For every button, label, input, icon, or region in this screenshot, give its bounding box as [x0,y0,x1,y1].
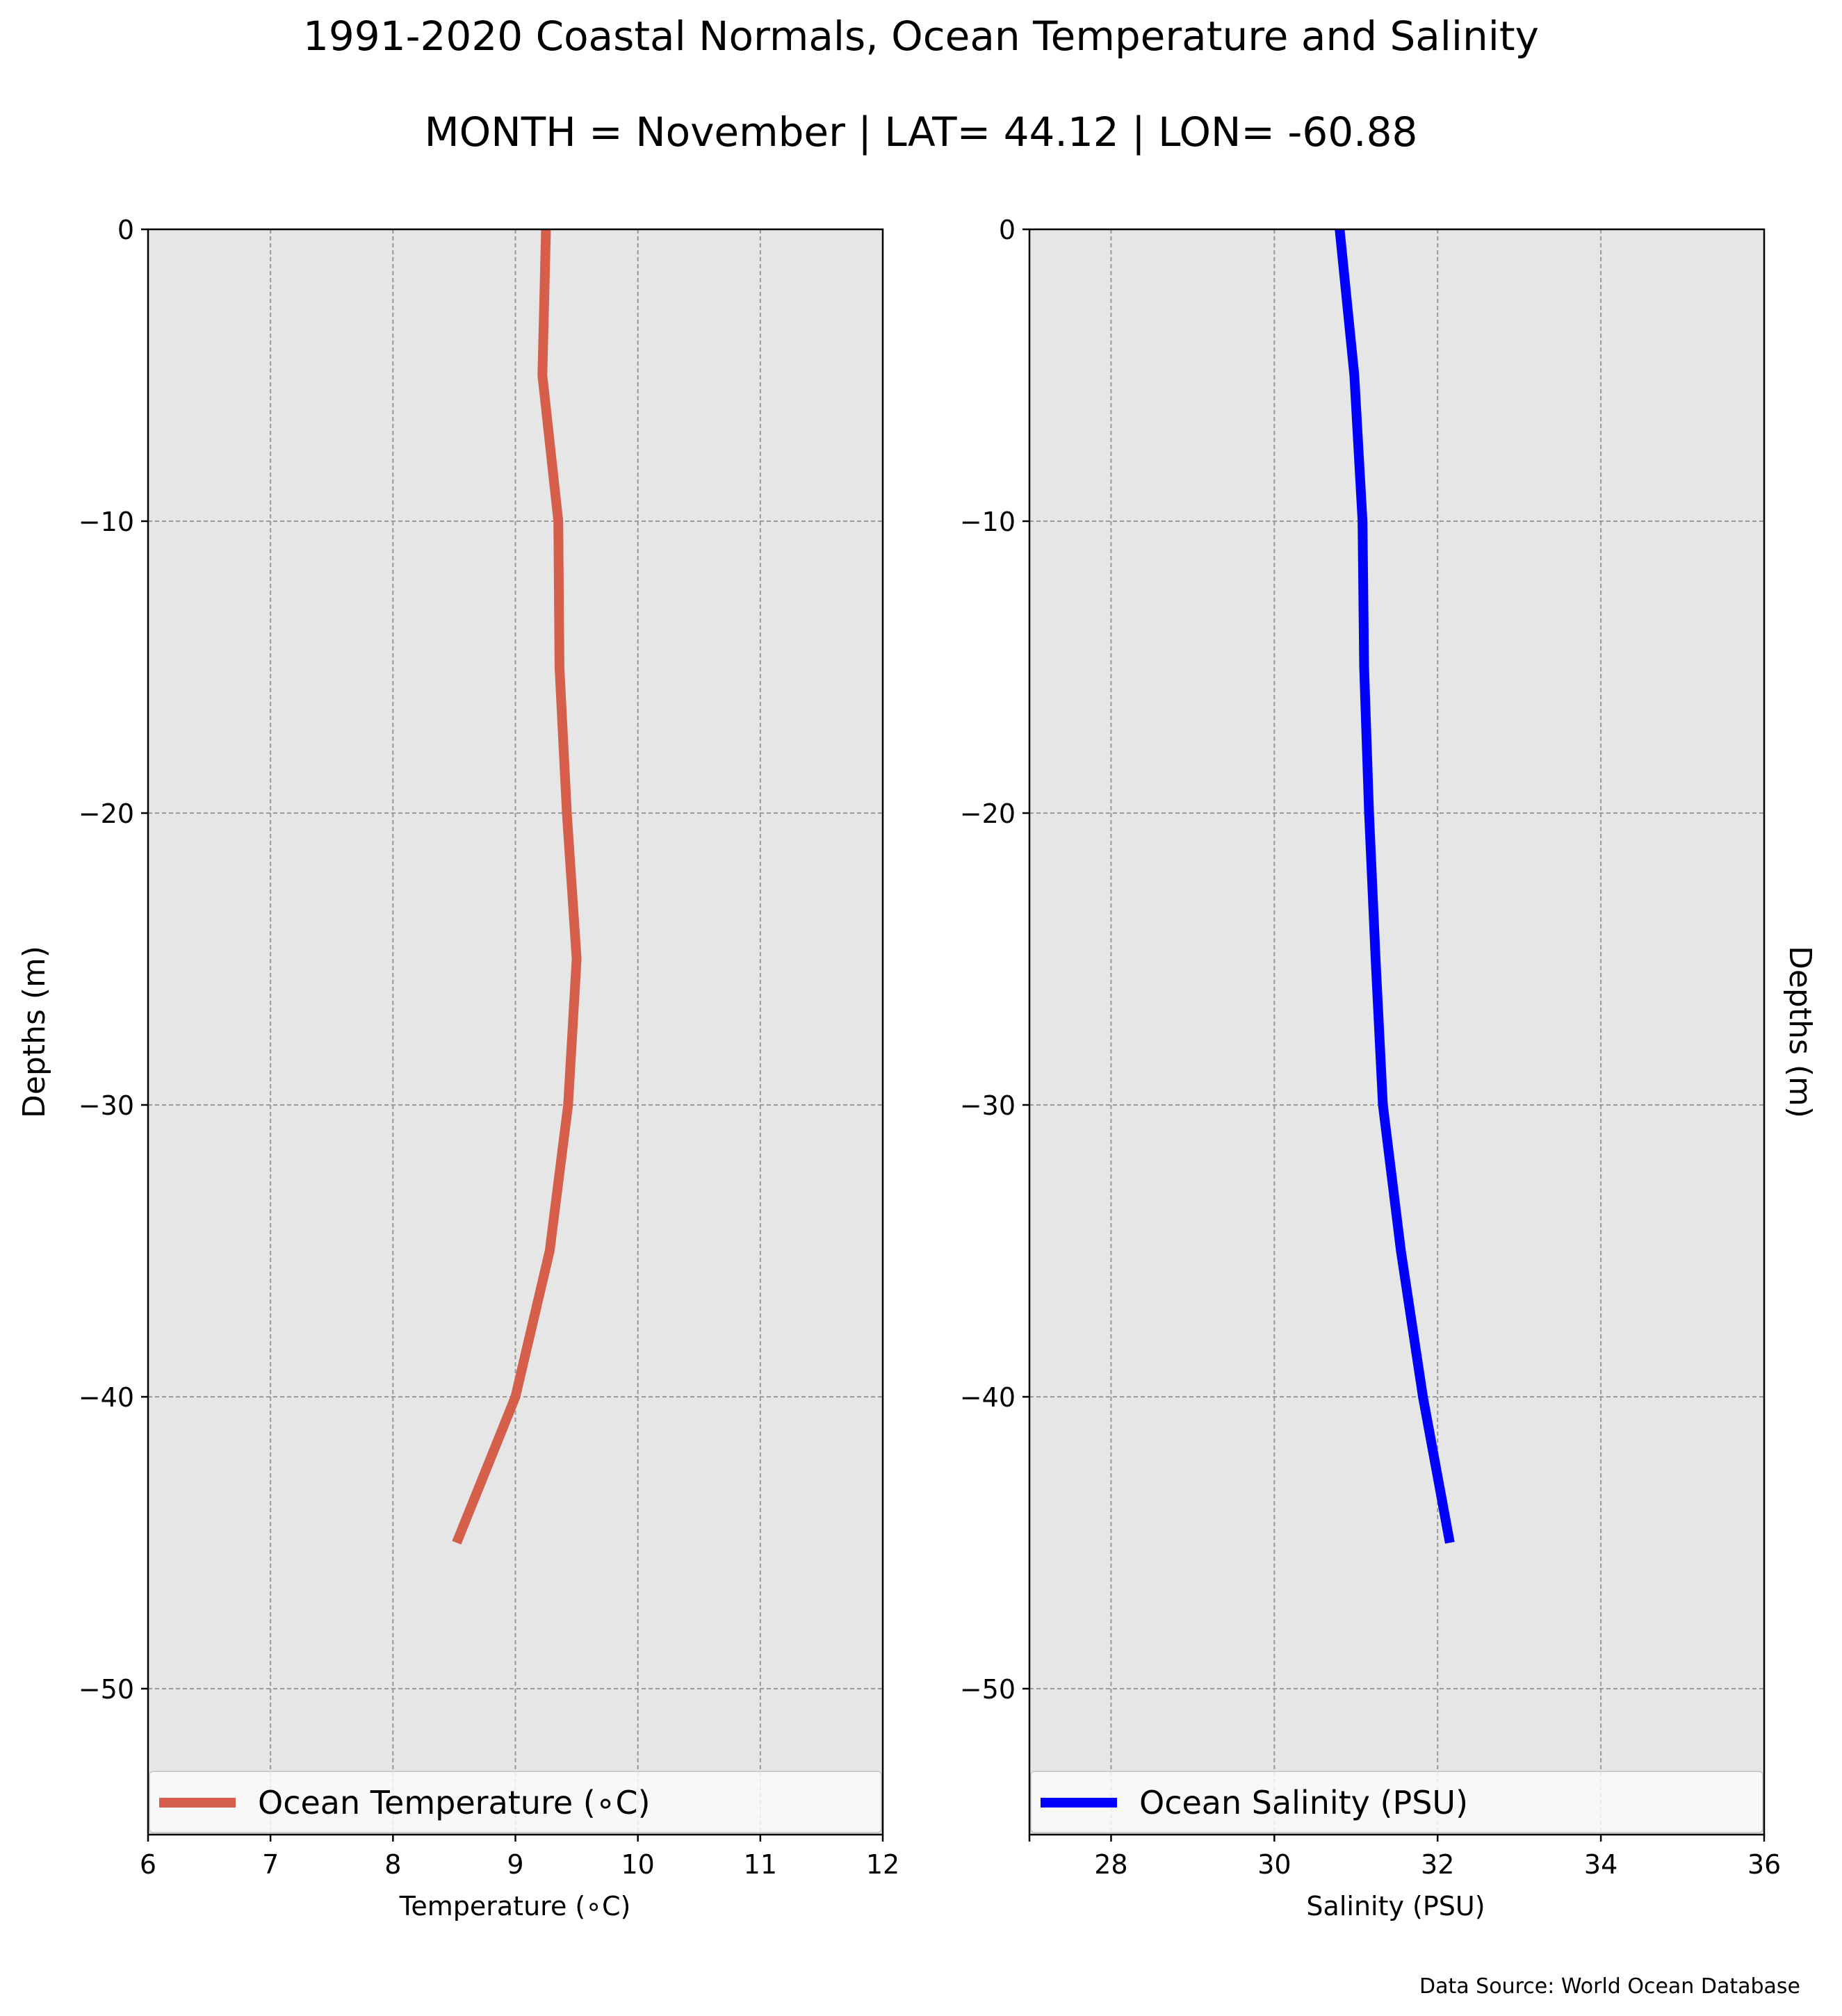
sal-y-tick-label: −40 [960,1382,1016,1413]
temp-y-tick-label: −50 [79,1674,134,1705]
temp-legend-box [149,1771,882,1833]
figure-subtitle: MONTH = November | LAT= 44.12 | LON= -60… [425,108,1418,156]
temp-x-tick-label: 11 [744,1849,777,1880]
temp-x-tick-label: 9 [507,1849,523,1880]
sal-y-tick-label: −10 [960,507,1016,537]
figure-title: 1991-2020 Coastal Normals, Ocean Tempera… [303,13,1539,60]
sal-y-tick-label: −20 [960,798,1016,829]
temp-x-tick-label: 8 [384,1849,401,1880]
sal-legend: Ocean Salinity (PSU) [1030,1771,1763,1833]
sal-legend-box [1030,1771,1763,1833]
sal-x-tick-label: 28 [1094,1849,1127,1880]
temp-legend: Ocean Temperature (∘C) [149,1771,882,1833]
data-source-note: Data Source: World Ocean Database [1419,1974,1800,1999]
left-x-axis-label: Temperature (∘C) [399,1891,631,1921]
temp-y-tick-label: −20 [79,798,134,829]
sal-axes-frame [1028,228,1766,1836]
sal-y-tick-label: −30 [960,1090,1016,1121]
sal-legend-label: Ocean Salinity (PSU) [1139,1784,1468,1821]
temp-series-line [452,229,582,1545]
temp-x-tick-label: 7 [262,1849,279,1880]
temp-y-tick-label: −40 [79,1382,134,1413]
temp-x-tick-label: 10 [621,1849,654,1880]
sal-y-tick-label: 0 [999,215,1016,245]
left-y-axis-label: Depths (m) [17,946,52,1118]
temp-y-tick-label: −30 [79,1090,134,1121]
salinity-panel: Ocean Salinity (PSU) 28 30 32 34 36 0 −10 −20 −30… [960,215,1781,1880]
temp-x-tick-label: 6 [140,1849,156,1880]
temp-y-tick-label: −10 [79,507,134,537]
sal-y-tick-label: −50 [960,1674,1016,1705]
temp-legend-label: Ocean Temperature (∘C) [258,1784,651,1821]
sal-x-tick-label: 36 [1747,1849,1781,1880]
sal-series-line [1335,229,1455,1544]
sal-x-tick-label: 34 [1584,1849,1617,1880]
temp-y-tick-label: 0 [117,215,134,245]
temperature-panel: Ocean Temperature (∘C) 6 7 8 9 10 11 12 0 −10 −20 −… [79,215,899,1880]
sal-plot-area [1029,229,1764,1835]
right-y-axis-label: Depths (m) [1782,946,1818,1118]
sal-x-tick-label: 32 [1421,1849,1454,1880]
sal-x-tick-label: 30 [1257,1849,1291,1880]
temp-x-tick-label: 12 [866,1849,899,1880]
right-x-axis-label: Salinity (PSU) [1306,1891,1485,1921]
